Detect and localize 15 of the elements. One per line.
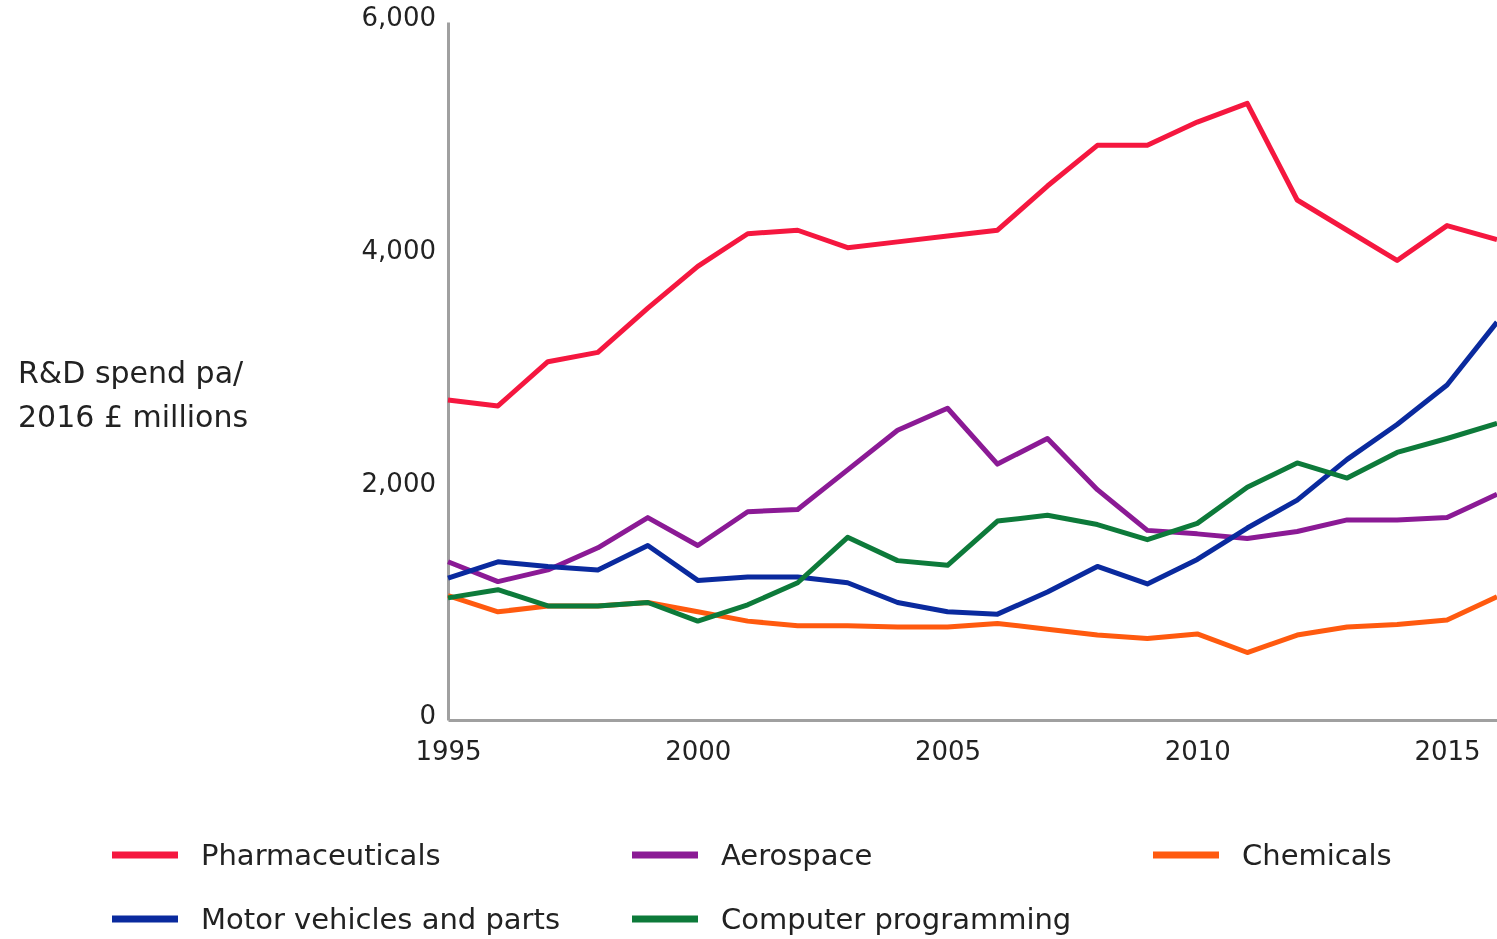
y-tick-label: 0 (419, 700, 436, 731)
x-tick-label: 2000 (665, 736, 732, 767)
legend-label: Motor vehicles and parts (201, 902, 560, 936)
y-tick-label: 6,000 (361, 2, 436, 33)
x-tick-label: 2015 (1414, 736, 1481, 767)
x-tick-label: 2005 (914, 736, 982, 767)
x-tick-label: 2010 (1164, 736, 1231, 767)
x-tick-label: 1995 (415, 736, 482, 767)
y-tick-label: 2,000 (361, 467, 436, 498)
legend-label: Chemicals (1242, 838, 1392, 872)
legend-label: Computer programming (721, 902, 1072, 936)
legend-label: Pharmaceuticals (201, 838, 441, 872)
y-axis-title: R&D spend pa/ 2016 £ millions (18, 355, 249, 434)
legend-label: Aerospace (721, 838, 873, 872)
y-tick-label: 4,000 (361, 235, 436, 266)
